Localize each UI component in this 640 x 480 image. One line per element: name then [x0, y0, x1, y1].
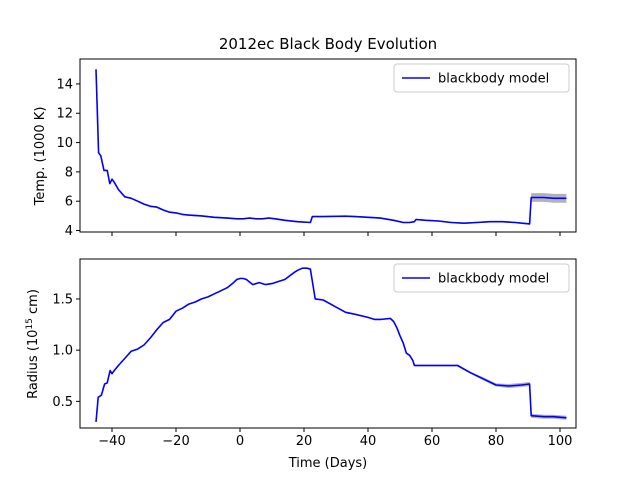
x-tick-label: 100 — [548, 434, 573, 449]
x-tick-label: −40 — [98, 434, 125, 449]
chart-title: 2012ec Black Body Evolution — [219, 35, 437, 53]
radius-y-tick-label: 1.0 — [52, 344, 73, 359]
x-tick-label: 80 — [488, 434, 505, 449]
radius-y-axis-label: Radius (1015 cm) — [25, 289, 41, 399]
x-tick-label: 0 — [236, 434, 244, 449]
temperature-axes-frame — [79, 58, 577, 233]
radius-axes-frame — [79, 258, 577, 429]
temperature-y-tick-label: 14 — [56, 77, 73, 92]
radius-y-label-tail: cm) — [26, 289, 41, 318]
temperature-panel: 4 6 8 10 12 14 blackbody model — [56, 58, 577, 239]
x-tick-label: 60 — [424, 434, 441, 449]
x-tick-label: 20 — [296, 434, 313, 449]
temperature-series-line — [95, 69, 567, 225]
x-axis-label: Time (Days) — [288, 456, 368, 471]
temperature-y-tick-label: 8 — [65, 165, 73, 180]
radius-legend-box — [393, 263, 570, 293]
temperature-legend-label: blackbody model — [438, 72, 549, 87]
temperature-legend-box — [393, 63, 570, 93]
radius-series-line — [95, 267, 567, 422]
temperature-y-tick-label: 4 — [65, 224, 73, 239]
radius-legend-label: blackbody model — [438, 272, 549, 287]
x-tick-label: −20 — [162, 434, 189, 449]
radius-panel: −40 −20 0 20 40 60 80 100 0.5 1.0 1.5 blackbody mod… — [52, 258, 577, 449]
temperature-y-tick-label: 12 — [56, 107, 73, 122]
radius-y-label-superscript: 15 — [25, 318, 35, 329]
x-tick-label: 40 — [360, 434, 377, 449]
radius-y-tick-label: 0.5 — [52, 395, 73, 410]
temperature-y-tick-label: 10 — [56, 136, 73, 151]
temperature-y-tick-label: 6 — [65, 195, 73, 210]
radius-y-tick-label: 1.5 — [52, 292, 73, 307]
temperature-y-axis-label: Temp. (1000 K) — [33, 107, 48, 207]
radius-y-label-main: Radius (10 — [26, 330, 41, 399]
